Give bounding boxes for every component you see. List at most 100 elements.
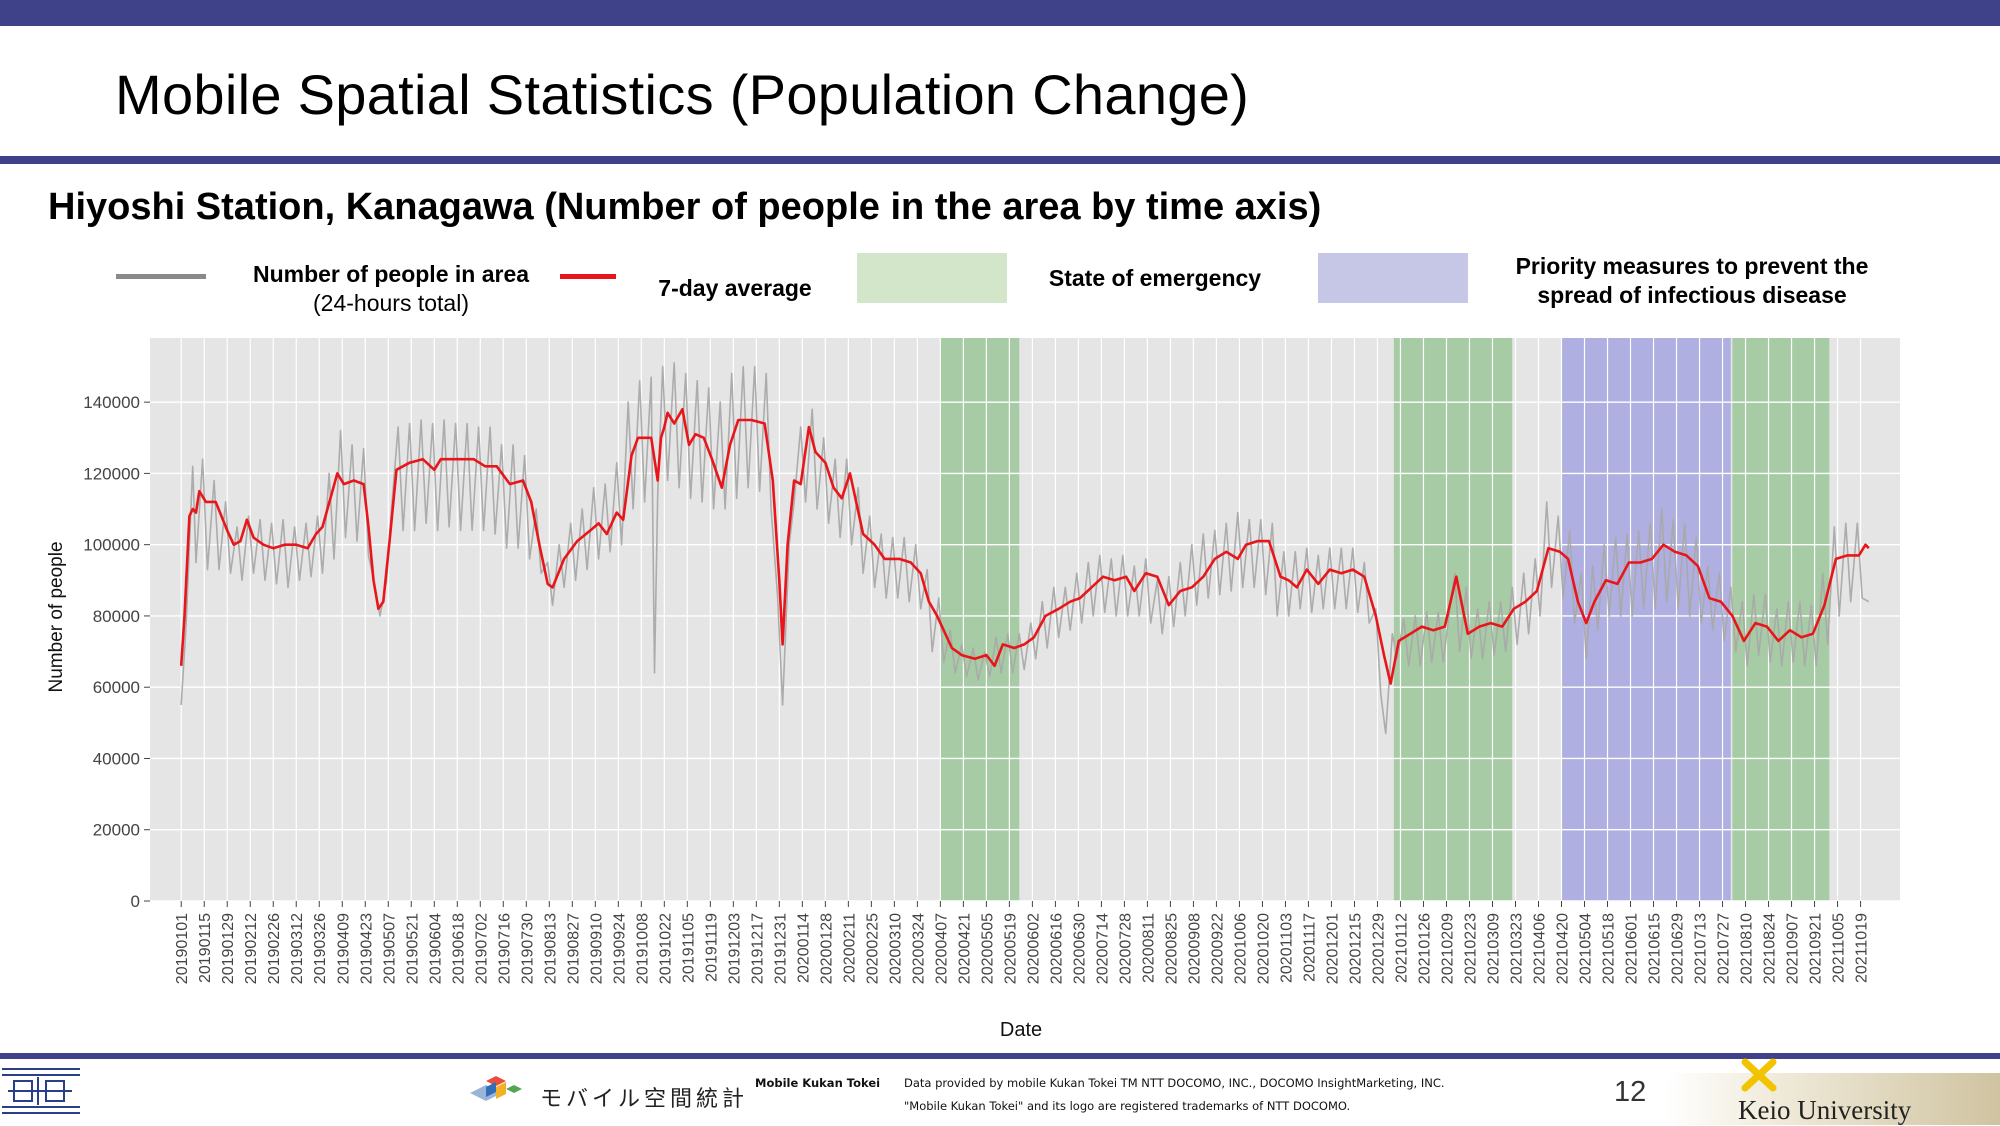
- x-tick-label: 20200714: [1094, 913, 1111, 984]
- x-tick-label: 20190716: [496, 913, 513, 984]
- legend-emergency-label: State of emergency: [1048, 265, 1262, 291]
- x-tick-label: 20190813: [542, 913, 559, 984]
- footer-divider: [0, 1053, 2000, 1059]
- x-tick-label: 20190326: [312, 913, 329, 984]
- x-tick-label: 20190924: [611, 913, 628, 984]
- y-tick-label: 0: [131, 892, 140, 911]
- trademark-notice: "Mobile Kukan Tokei" and its logo are re…: [904, 1099, 1351, 1113]
- x-tick-label: 20201201: [1324, 913, 1341, 984]
- x-tick-label: 20190212: [243, 913, 260, 984]
- legend-raw-label: Number of people in area: [252, 261, 530, 287]
- x-tick-label: 20190702: [473, 913, 490, 984]
- y-axis-label: Number of people: [46, 541, 67, 692]
- x-tick-label: 20190521: [404, 913, 421, 984]
- x-tick-label: 20190409: [335, 913, 352, 984]
- x-tick-label: 20190129: [220, 913, 237, 984]
- x-tick-label: 20210209: [1439, 913, 1456, 984]
- series-line-people-in-area: [180, 362, 1870, 735]
- legend-priority-label-line1: Priority measures to prevent the: [1515, 253, 1869, 279]
- x-tick-label: 20190423: [358, 913, 375, 984]
- page-number: 12: [1614, 1076, 1647, 1108]
- x-tick-label: 20200616: [1048, 913, 1065, 984]
- x-tick-label: 20200211: [841, 913, 858, 983]
- x-tick-label: 20190115: [197, 913, 214, 983]
- x-tick-label: 20210504: [1578, 913, 1595, 984]
- x-tick-label: 20210223: [1462, 913, 1479, 984]
- x-tick-label: 20210824: [1762, 913, 1779, 984]
- y-axis: 0 20000 40000 60000 80000 100000 120000 140000: [83, 393, 150, 911]
- x-tick-label: 20191231: [772, 913, 789, 984]
- x-tick-label: 20200114: [795, 913, 812, 983]
- legend-avg-label: 7-day average: [658, 275, 812, 301]
- chart-subtitle: Hiyoshi Station, Kanagawa (Number of peo…: [48, 186, 1322, 228]
- x-tick-label: 20211019: [1854, 913, 1871, 983]
- x-tick-label: 20210323: [1508, 913, 1525, 984]
- x-tick-label: 20200602: [1025, 913, 1042, 984]
- university-name: Keio University: [1738, 1095, 1912, 1125]
- x-tick-label: 20200630: [1071, 913, 1088, 984]
- x-tick-label: 20190312: [289, 913, 306, 984]
- y-tick-label: 20000: [93, 821, 140, 840]
- x-tick-label: 20210810: [1739, 913, 1756, 984]
- x-tick-label: 20200310: [887, 913, 904, 984]
- x-tick-label: 20210518: [1601, 913, 1618, 984]
- shaded-period-1: [940, 338, 1020, 901]
- x-tick-label: 20190730: [519, 913, 536, 984]
- data-credit: Data provided by mobile Kukan Tokei TM N…: [904, 1076, 1445, 1090]
- legend-priority-swatch: [1318, 253, 1468, 303]
- brand-name-en: Mobile Kukan Tokei: [755, 1076, 881, 1090]
- x-tick-label: 20200908: [1186, 913, 1203, 984]
- x-tick-label: 20210921: [1808, 913, 1825, 984]
- y-tick-label: 120000: [83, 464, 140, 483]
- x-tick-label: 20201020: [1255, 913, 1272, 984]
- page-title: Mobile Spatial Statistics (Population Ch…: [115, 63, 1250, 126]
- legend-priority-label-line2: spread of infectious disease: [1537, 282, 1847, 308]
- avg-series: [179, 408, 1870, 685]
- x-tick-label: 20200519: [1002, 913, 1019, 984]
- keio-banner: [1666, 1073, 2000, 1125]
- x-tick-label: 20200128: [818, 913, 835, 984]
- x-tick-label: 20201229: [1370, 913, 1387, 984]
- y-tick-label: 100000: [83, 536, 140, 555]
- header-bar: [0, 0, 2000, 26]
- cube-stack-icon: [470, 1076, 522, 1101]
- x-tick-label: 20200407: [933, 913, 950, 984]
- x-tick-label: 20190910: [588, 913, 605, 984]
- x-tick-label: 20210601: [1624, 913, 1641, 984]
- x-tick-label: 20201215: [1347, 913, 1364, 984]
- x-tick-label: 20190618: [450, 913, 467, 984]
- crossed-pens-icon: [1741, 1058, 1777, 1092]
- legend-raw-sublabel: (24-hours total): [313, 290, 469, 316]
- brand-name-jp: モバイル空間統計: [540, 1087, 749, 1112]
- y-tick-label: 80000: [93, 607, 140, 626]
- x-tick-label: 20191203: [726, 913, 743, 984]
- x-tick-label: 20191022: [657, 913, 674, 984]
- legend-raw-line-swatch: [116, 274, 206, 279]
- series-line-7day-average: [179, 408, 1870, 685]
- y-tick-label: 140000: [83, 393, 140, 412]
- x-tick-label: 20200728: [1117, 913, 1134, 984]
- x-tick-label: 20200421: [956, 913, 973, 984]
- x-tick-label: 20210727: [1716, 913, 1733, 984]
- legend-emergency-swatch: [857, 253, 1007, 303]
- x-tick-label: 20200811: [1140, 913, 1157, 983]
- x-tick-label: 20200922: [1209, 913, 1226, 984]
- y-tick-label: 40000: [93, 749, 140, 768]
- y-tick-label: 60000: [93, 678, 140, 697]
- x-tick-label: 20191217: [749, 913, 766, 984]
- x-axis-label: Date: [1000, 1019, 1042, 1041]
- x-tick-label: 20190827: [565, 913, 582, 984]
- legend-avg-line-swatch: [560, 274, 616, 279]
- x-tick-label: 20201103: [1278, 913, 1295, 983]
- x-tick-label: 20210713: [1693, 913, 1710, 984]
- campus-map-icon: [0, 1063, 82, 1121]
- title-divider: [0, 156, 2000, 164]
- x-tick-label: 20191105: [680, 913, 697, 983]
- population-line-chart: 020000400006000080000100000120000140000 …: [46, 338, 1900, 1041]
- x-tick-label: 20210126: [1416, 913, 1433, 984]
- x-tick-label: 20210309: [1485, 913, 1502, 984]
- x-tick-label: 20190101: [174, 913, 191, 984]
- x-tick-label: 20190604: [427, 913, 444, 984]
- x-tick-label: 20191119: [703, 913, 720, 982]
- x-tick-label: 20210420: [1555, 913, 1572, 984]
